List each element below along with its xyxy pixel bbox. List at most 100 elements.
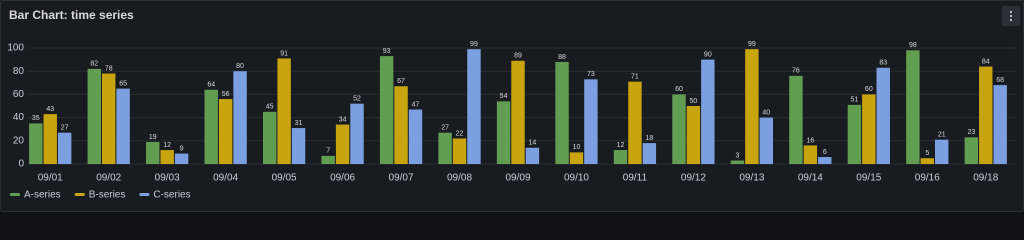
value-label: 31 xyxy=(295,120,303,127)
bar xyxy=(438,132,452,164)
value-label: 22 xyxy=(456,130,464,137)
bar xyxy=(511,60,525,165)
value-label: 65 xyxy=(119,80,127,87)
x-tick-label: 09/10 xyxy=(564,173,589,184)
value-label: 90 xyxy=(704,51,712,58)
bar xyxy=(262,111,277,164)
value-label: 54 xyxy=(500,93,508,100)
y-tick-label: 20 xyxy=(13,135,25,146)
legend-label[interactable]: C-series xyxy=(153,190,190,201)
x-tick-label: 09/13 xyxy=(739,173,764,184)
value-label: 99 xyxy=(748,41,756,48)
value-label: 56 xyxy=(222,91,230,98)
chart: Bar Chart: time series 0 20 40 60 80 100 09/01… xyxy=(0,0,1024,212)
bar xyxy=(642,143,657,164)
x-tick-label: 09/16 xyxy=(915,173,940,184)
value-label: 71 xyxy=(631,73,639,80)
bar xyxy=(160,150,174,164)
value-label: 21 xyxy=(938,131,946,138)
bar xyxy=(291,128,306,164)
bar xyxy=(116,88,130,164)
bar xyxy=(29,123,43,164)
bar xyxy=(569,152,584,164)
value-label: 5 xyxy=(925,150,929,157)
value-label: 84 xyxy=(982,58,990,65)
value-label: 82 xyxy=(90,61,98,68)
value-label: 67 xyxy=(397,78,405,85)
value-label: 19 xyxy=(149,134,157,141)
bar xyxy=(613,150,628,164)
x-tick-label: 09/05 xyxy=(272,173,297,184)
value-label: 14 xyxy=(529,140,537,147)
bar xyxy=(818,157,832,164)
bar xyxy=(964,137,979,164)
x-tick-label: 09/01 xyxy=(38,173,63,184)
value-label: 6 xyxy=(823,149,827,156)
value-label: 7 xyxy=(326,148,330,155)
page: Bar Chart: time series 0 20 40 60 80 100 09/01… xyxy=(0,0,1024,212)
bar xyxy=(174,153,189,164)
bar xyxy=(496,101,511,164)
value-label: 80 xyxy=(236,63,244,70)
bar xyxy=(467,49,481,164)
bar xyxy=(672,94,686,164)
y-tick-label: 40 xyxy=(13,112,25,123)
value-label: 10 xyxy=(573,144,581,151)
value-label: 78 xyxy=(105,65,113,72)
bar xyxy=(789,75,803,164)
x-tick-label: 09/04 xyxy=(213,173,238,184)
x-tick-label: 09/06 xyxy=(330,173,355,184)
value-label: 18 xyxy=(645,135,653,142)
value-label: 51 xyxy=(851,97,859,104)
value-label: 27 xyxy=(61,125,69,132)
bar xyxy=(979,66,993,164)
bar xyxy=(730,160,745,164)
bar xyxy=(935,139,949,164)
bar xyxy=(452,138,467,164)
bar xyxy=(101,73,116,164)
bar xyxy=(555,61,569,164)
bar xyxy=(525,147,540,164)
value-label: 60 xyxy=(865,86,873,93)
x-tick-label: 09/02 xyxy=(96,173,121,184)
legend-swatch[interactable] xyxy=(74,193,85,196)
bar xyxy=(993,85,1007,164)
value-label: 9 xyxy=(180,145,184,152)
value-label: 12 xyxy=(617,142,625,149)
bar xyxy=(87,68,101,164)
value-label: 52 xyxy=(353,96,361,103)
x-tick-label: 09/09 xyxy=(505,173,530,184)
bar xyxy=(350,103,364,164)
bar xyxy=(277,58,291,164)
bar xyxy=(43,114,57,164)
x-tick-label: 09/18 xyxy=(973,173,998,184)
value-label: 60 xyxy=(675,86,683,93)
legend-swatch[interactable] xyxy=(10,193,20,196)
bar xyxy=(204,89,218,164)
y-tick-label: 80 xyxy=(13,66,25,77)
value-label: 45 xyxy=(266,104,274,111)
bar xyxy=(379,56,394,165)
panel-menu[interactable] xyxy=(1002,6,1020,26)
bar xyxy=(584,79,598,164)
value-label: 64 xyxy=(207,82,215,89)
value-label: 98 xyxy=(909,42,917,49)
x-tick-label: 09/14 xyxy=(798,173,823,184)
legend-label[interactable]: B-series xyxy=(89,190,126,201)
bar xyxy=(218,99,233,164)
bar xyxy=(701,59,715,164)
value-label: 27 xyxy=(441,125,449,132)
legend-swatch[interactable] xyxy=(139,193,150,196)
value-label: 76 xyxy=(792,68,800,75)
chart-title: Bar Chart: time series xyxy=(9,8,134,22)
x-tick-label: 09/15 xyxy=(856,173,881,184)
value-label: 16 xyxy=(806,137,814,144)
value-label: 89 xyxy=(514,53,522,60)
bar xyxy=(628,81,642,164)
value-label: 34 xyxy=(339,116,347,123)
bar xyxy=(876,67,890,164)
value-label: 73 xyxy=(587,71,595,78)
bar xyxy=(745,49,759,164)
legend-label[interactable]: A-series xyxy=(24,190,61,201)
bar xyxy=(335,124,350,164)
